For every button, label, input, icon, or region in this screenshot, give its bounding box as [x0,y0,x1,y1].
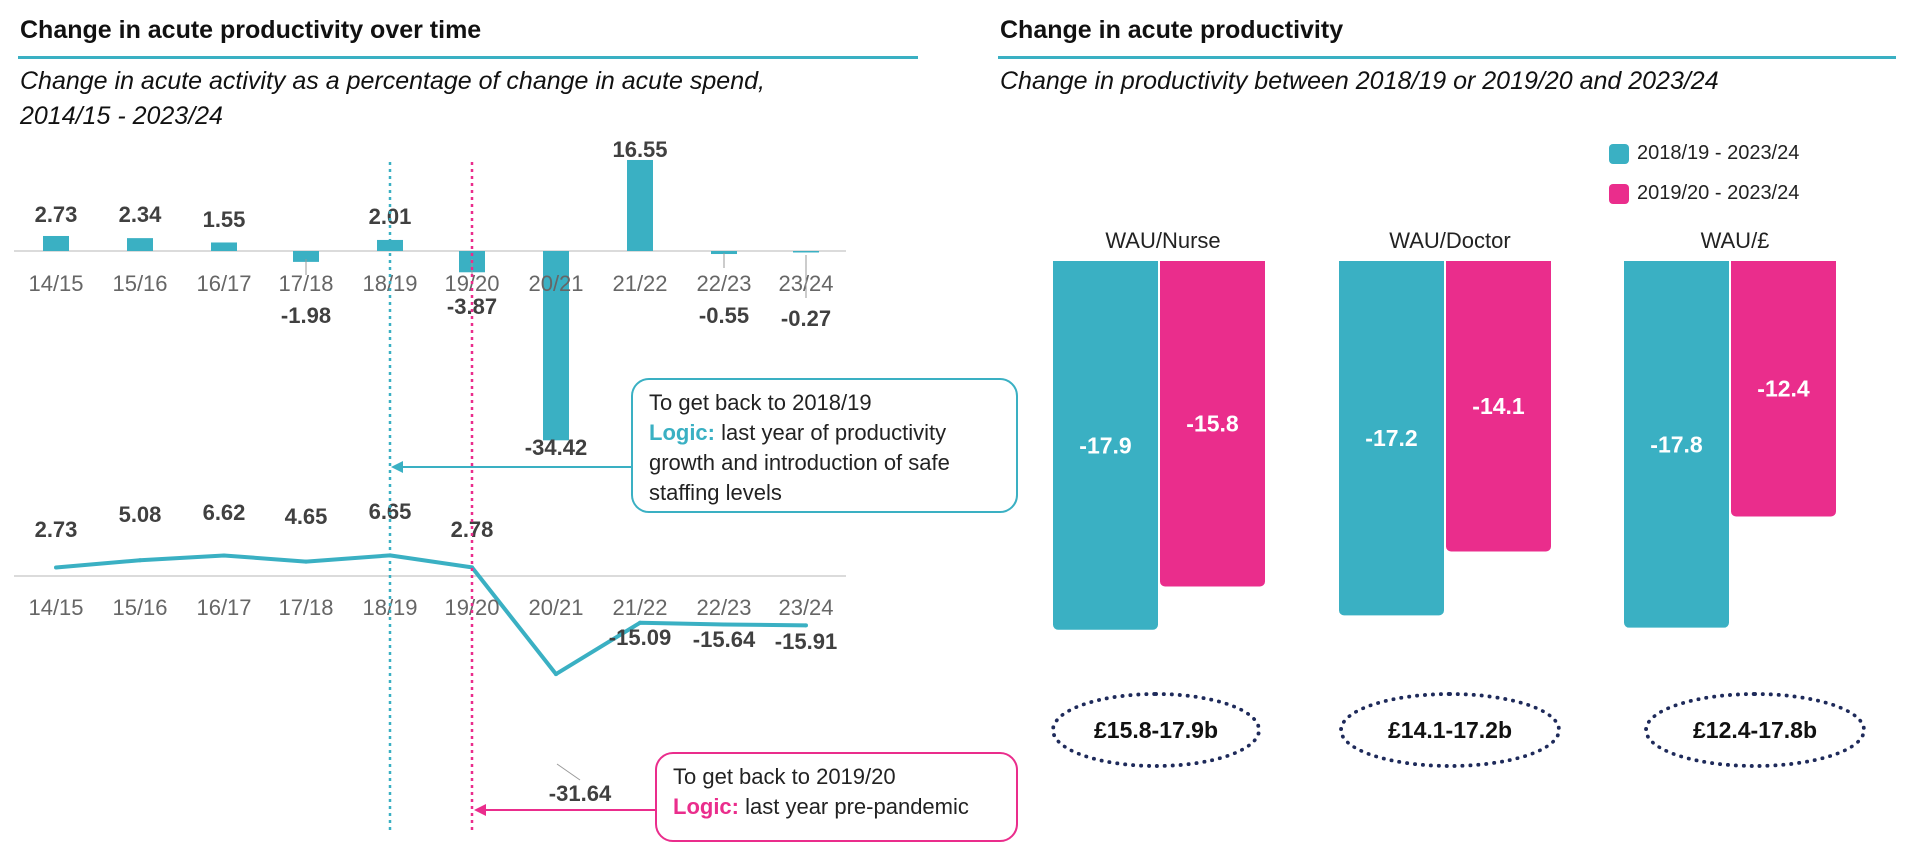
line-tick-label-17-18: 17/18 [278,595,333,620]
line-point-21-22 [638,620,642,625]
bar-17-18 [293,251,319,262]
left-subtitle-line1: Change in acute activity as a percentage… [20,67,765,95]
line-point-22-23 [722,622,726,627]
right-title-rule [998,56,1896,59]
line-data-label-14-15: 2.73 [35,517,78,542]
bar-15-16 [127,238,153,251]
bar-20-21 [543,251,569,441]
line-tick-label-16-17: 16/17 [196,595,251,620]
bar-tick-label-22-23: 22/23 [696,271,751,296]
legend-label-2018: 2018/19 - 2023/24 [1637,142,1800,164]
line-tick-label-23-24: 23/24 [778,595,833,620]
callout-arrowhead-2018 [391,461,403,473]
line-tick-label-18-19: 18/19 [362,595,417,620]
callout-2018-19: To get back to 2018/19 Logic: last year … [631,378,1018,513]
line-point-14-15 [54,565,58,570]
range-oval-wau-doctor: £14.1-17.2b [1339,692,1561,768]
line-leader-line-20-21 [556,763,581,781]
bar-waudoctor-series1 [1339,261,1444,616]
callout-2018-logic-text-3: staffing levels [649,480,782,505]
bar-data-label-18-19: 2.01 [369,204,412,229]
callout-2019-logic-label: Logic: [673,794,739,819]
bar-waunurse-series1 [1053,261,1158,630]
bar-14-15 [43,235,69,251]
line-data-label-17-18: 4.65 [285,504,328,529]
bar-data-label-15-16: 2.34 [119,202,163,227]
legend-item-2018: 2018/19 - 2023/24 [1609,142,1799,165]
bar-21-22 [627,159,653,251]
range-oval-wau-pound: £12.4-17.8b [1644,692,1866,768]
left-title-rule [18,56,918,59]
callout-2018-logic-text-1: last year of productivity [715,420,947,445]
range-oval-wau-nurse: £15.8-17.9b [1051,692,1261,768]
bar-wau-series2 [1731,261,1836,517]
line-tick-label-14-15: 14/15 [28,595,83,620]
line-series-cumulative [55,553,807,677]
bar-data-label-16-17: 1.55 [203,207,246,232]
line-point-16-17 [222,553,226,558]
bar-value-label-wau-series1: -17.8 [1650,431,1703,457]
bar-23-24 [793,251,819,253]
left-panel-title: Change in acute productivity over time [20,16,482,44]
line-tick-label-21-22: 21/22 [612,595,667,620]
bar-waudoctor-series2 [1446,261,1551,552]
callout-2018-heading: To get back to 2018/19 [649,390,872,415]
line-tick-label-19-20: 19/20 [444,595,499,620]
bar-data-label-20-21: -34.42 [525,435,587,460]
bar-tick-label-14-15: 14/15 [28,271,83,296]
bar-value-label-waunurse-series1: -17.9 [1079,432,1131,458]
bar-value-label-wau-series2: -12.4 [1757,376,1810,402]
line-tick-label-22-23: 22/23 [696,595,751,620]
line-data-label-21-22: -15.09 [609,625,671,650]
line-data-label-20-21: -31.64 [549,781,612,806]
bar-tick-label-15-16: 15/16 [112,271,167,296]
bar-tick-label-16-17: 16/17 [196,271,251,296]
line-tick-label-15-16: 15/16 [112,595,167,620]
line-point-20-21 [554,672,558,677]
bar-22-23 [711,251,737,255]
bar-18-19 [377,239,403,251]
bar-data-label-14-15: 2.73 [35,202,78,227]
bar-value-label-waudoctor-series2: -14.1 [1472,393,1525,419]
bar-data-label-21-22: 16.55 [612,137,667,162]
right-panel-title: Change in acute productivity [1000,16,1344,44]
bar-value-label-waunurse-series2: -15.8 [1186,411,1239,437]
bar-data-label-17-18: -1.98 [281,303,331,328]
line-point-17-18 [304,559,308,564]
bar-tick-label-17-18: 17/18 [278,271,333,296]
line-data-label-22-23: -15.64 [693,627,756,652]
legend-label-2019: 2019/20 - 2023/24 [1637,182,1800,204]
bar-tick-label-20-21: 20/21 [528,271,583,296]
line-point-15-16 [138,558,142,563]
legend-swatch-2019 [1609,183,1629,204]
line-data-label-16-17: 6.62 [203,500,246,525]
legend-swatch-2018 [1609,143,1629,164]
callout-2019-logic-text-1: last year pre-pandemic [739,794,969,819]
callout-2018-logic-text-2: growth and introduction of safe [649,450,950,475]
bar-data-label-23-24: -0.27 [781,306,831,331]
category-title-wau-pound: WAU/£ [1700,228,1770,253]
line-data-label-15-16: 5.08 [119,502,162,527]
line-tick-label-20-21: 20/21 [528,595,583,620]
category-title-wau-nurse: WAU/Nurse [1105,228,1221,253]
bar-16-17 [211,242,237,251]
callout-2019-heading: To get back to 2019/20 [673,764,896,789]
bar-data-label-19-20: -3.87 [447,294,497,319]
line-point-23-24 [804,623,808,628]
bar-value-label-waudoctor-series1: -17.2 [1365,425,1417,451]
bar-wau-series1 [1624,261,1730,628]
left-subtitle-line2: 2014/15 - 2023/24 [20,102,223,130]
callout-2018-logic-label: Logic: [649,420,715,445]
bar-waunurse-series2 [1160,261,1265,587]
callout-2019-20: To get back to 2019/20 Logic: last year … [655,752,1018,842]
bar-tick-label-21-22: 21/22 [612,271,667,296]
category-title-wau-doctor: WAU/Doctor [1389,228,1511,253]
line-data-label-23-24: -15.91 [775,629,837,654]
callout-arrowhead-2019 [474,804,486,816]
legend-item-2019: 2019/20 - 2023/24 [1609,182,1799,205]
right-subtitle: Change in productivity between 2018/19 o… [1000,67,1719,95]
bar-data-label-22-23: -0.55 [699,303,749,328]
